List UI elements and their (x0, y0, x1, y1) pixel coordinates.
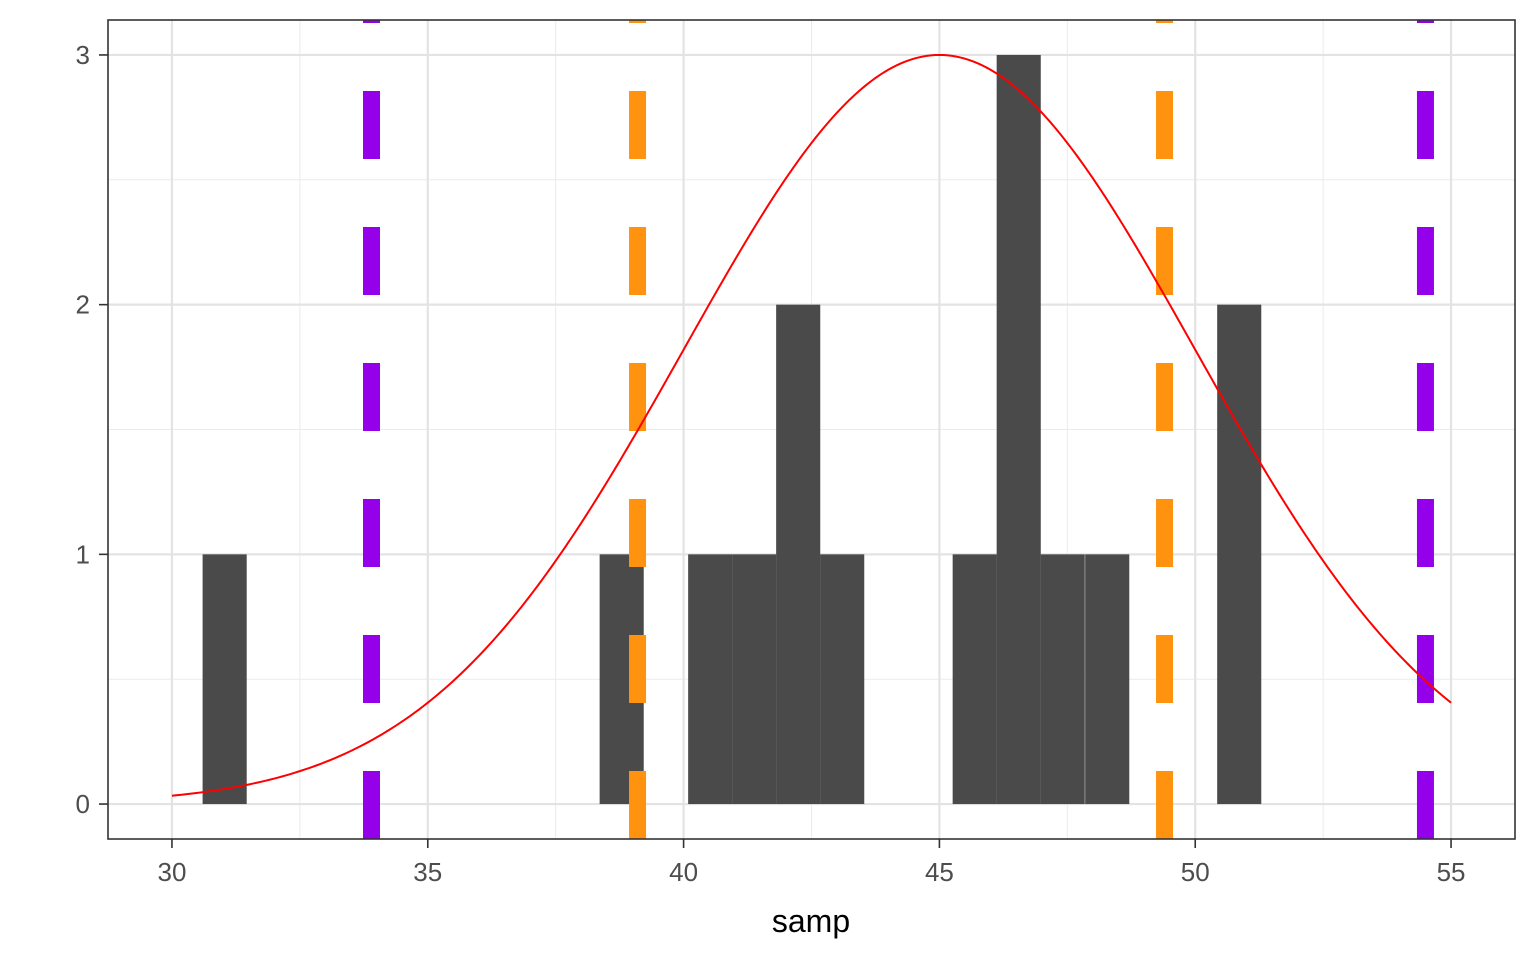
x-axis: 30 35 40 45 50 55 (157, 839, 1466, 887)
histogram-bar (996, 54, 1041, 805)
panel-border (107, 19, 1516, 840)
y-tick-label: 3 (76, 40, 90, 70)
histogram-bar (1040, 554, 1085, 805)
x-tick-label: 30 (157, 857, 186, 887)
histogram-bar (820, 554, 865, 805)
histogram-bar (1085, 554, 1130, 805)
x-tick-label: 40 (669, 857, 698, 887)
x-tick-label: 55 (1437, 857, 1466, 887)
y-tick-label: 1 (76, 539, 90, 569)
histogram-bar (1217, 304, 1262, 805)
histogram-bars (202, 54, 1262, 805)
y-tick-label: 2 (76, 290, 90, 320)
x-tick-label: 45 (925, 857, 954, 887)
x-tick-label: 35 (413, 857, 442, 887)
histogram-bar (952, 554, 997, 805)
histogram-bar (688, 554, 733, 805)
y-axis: 0 1 2 3 (76, 40, 108, 819)
histogram-bar (732, 554, 777, 805)
histogram-bar (776, 304, 821, 805)
x-tick-label: 50 (1181, 857, 1210, 887)
histogram-bar (202, 554, 247, 805)
normal-curve (171, 53, 1452, 797)
x-axis-title: samp (772, 903, 850, 939)
y-tick-label: 0 (76, 789, 90, 819)
